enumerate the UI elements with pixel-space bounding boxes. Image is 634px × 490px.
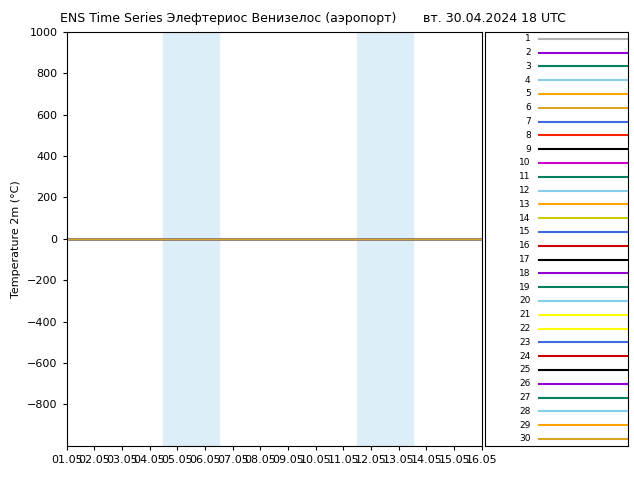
Text: 21: 21 <box>519 310 531 319</box>
Text: 9: 9 <box>525 145 531 154</box>
Text: 3: 3 <box>525 62 531 71</box>
Text: вт. 30.04.2024 18 UTC: вт. 30.04.2024 18 UTC <box>423 12 566 25</box>
Text: 17: 17 <box>519 255 531 264</box>
Text: 6: 6 <box>525 103 531 112</box>
Text: 15: 15 <box>519 227 531 237</box>
Text: 11: 11 <box>519 172 531 181</box>
Text: 13: 13 <box>519 200 531 209</box>
Text: ENS Time Series Элефтериос Венизелос (аэропорт): ENS Time Series Элефтериос Венизелос (аэ… <box>60 12 396 25</box>
Text: 18: 18 <box>519 269 531 278</box>
Text: 4: 4 <box>525 75 531 85</box>
Bar <box>358 32 413 446</box>
Y-axis label: Temperature 2m (°C): Temperature 2m (°C) <box>11 180 22 298</box>
Text: 5: 5 <box>525 90 531 98</box>
Text: 10: 10 <box>519 158 531 168</box>
Text: 25: 25 <box>519 366 531 374</box>
Text: 22: 22 <box>519 324 531 333</box>
Text: 28: 28 <box>519 407 531 416</box>
Text: 12: 12 <box>519 186 531 195</box>
Text: 14: 14 <box>519 214 531 222</box>
Text: 2: 2 <box>525 48 531 57</box>
Text: 20: 20 <box>519 296 531 305</box>
Text: 19: 19 <box>519 283 531 292</box>
Text: 8: 8 <box>525 131 531 140</box>
Text: 16: 16 <box>519 241 531 250</box>
Text: 30: 30 <box>519 435 531 443</box>
Text: 29: 29 <box>519 421 531 430</box>
Text: 7: 7 <box>525 117 531 126</box>
Text: 23: 23 <box>519 338 531 347</box>
Text: 1: 1 <box>525 34 531 43</box>
Text: 27: 27 <box>519 393 531 402</box>
Bar <box>164 32 219 446</box>
Text: 24: 24 <box>519 352 531 361</box>
Text: 26: 26 <box>519 379 531 388</box>
